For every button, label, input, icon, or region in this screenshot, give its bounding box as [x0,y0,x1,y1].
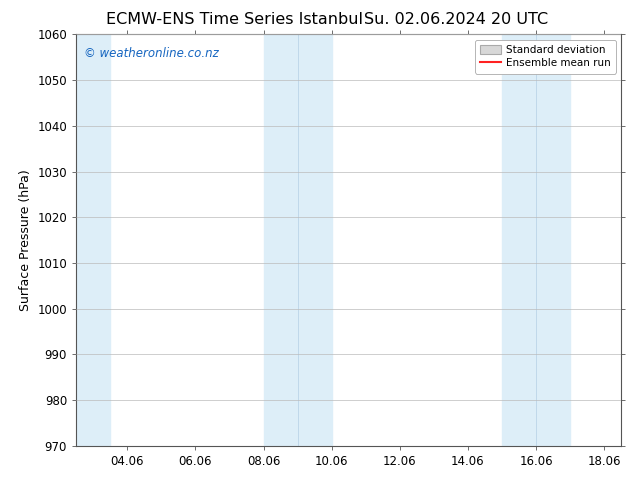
Text: © weatheronline.co.nz: © weatheronline.co.nz [84,47,219,60]
Text: Su. 02.06.2024 20 UTC: Su. 02.06.2024 20 UTC [365,12,548,27]
Bar [264,34,332,446]
Text: ECMW-ENS Time Series Istanbul: ECMW-ENS Time Series Istanbul [106,12,363,27]
Bar [76,34,110,446]
Legend: Standard deviation, Ensemble mean run: Standard deviation, Ensemble mean run [475,40,616,74]
Bar [502,34,570,446]
Y-axis label: Surface Pressure (hPa): Surface Pressure (hPa) [19,169,32,311]
